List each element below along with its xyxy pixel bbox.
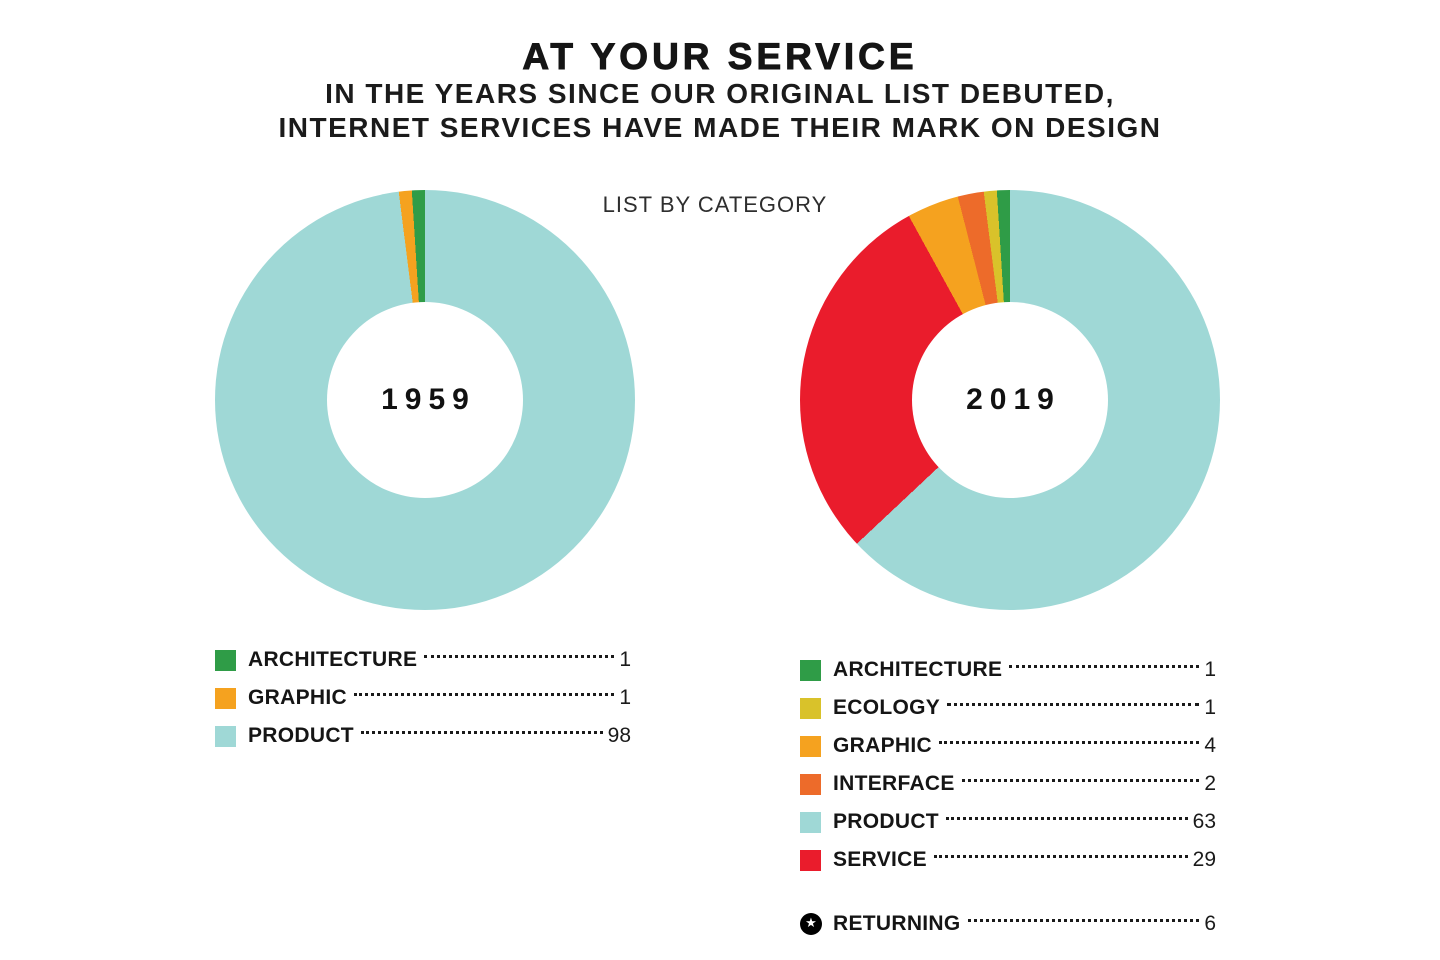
legend-row-product-1959: PRODUCT 98 bbox=[215, 717, 631, 755]
legend-value: 1 bbox=[619, 686, 631, 709]
legend-dots bbox=[360, 731, 603, 734]
donut-hole-2019: 2019 bbox=[912, 302, 1108, 498]
legend-value: 63 bbox=[1192, 810, 1216, 833]
legend-dots bbox=[933, 855, 1188, 858]
legend-2019: ARCHITECTURE 1 ECOLOGY 1 GRAPHIC 4 INTER… bbox=[800, 651, 1216, 943]
donut-chart-2019: 2019 bbox=[800, 190, 1220, 610]
legend-value: 29 bbox=[1192, 848, 1216, 871]
legend-label: ARCHITECTURE bbox=[248, 648, 418, 671]
legend-swatch-architecture bbox=[215, 649, 236, 671]
legend-label: PRODUCT bbox=[248, 724, 354, 747]
legend-value: 6 bbox=[1204, 912, 1216, 935]
legend-dots bbox=[938, 741, 1200, 744]
legend-row-interface-2019: INTERFACE 2 bbox=[800, 765, 1216, 803]
legend-dots bbox=[353, 693, 615, 696]
legend-value: 1 bbox=[1204, 658, 1216, 681]
legend-swatch-product bbox=[800, 811, 821, 833]
legend-row-service-2019: SERVICE 29 bbox=[800, 841, 1216, 879]
chart-year-label-2019: 2019 bbox=[966, 383, 1061, 416]
legend-swatch-graphic bbox=[215, 687, 236, 709]
legend-value: 1 bbox=[1204, 696, 1216, 719]
legend-label: INTERFACE bbox=[833, 772, 955, 795]
legend-label: GRAPHIC bbox=[833, 734, 932, 757]
legend-dots bbox=[1009, 665, 1200, 668]
legend-row-ecology-2019: ECOLOGY 1 bbox=[800, 689, 1216, 727]
legend-value: 4 bbox=[1204, 734, 1216, 757]
legend-value: 1 bbox=[619, 648, 631, 671]
legend-row-returning-2019: ★ RETURNING 6 bbox=[800, 905, 1216, 943]
legend-swatch-service bbox=[800, 849, 821, 871]
donut-hole-1959: 1959 bbox=[327, 302, 523, 498]
legend-1959: ARCHITECTURE 1 GRAPHIC 1 PRODUCT 98 bbox=[215, 641, 631, 755]
legend-label: SERVICE bbox=[833, 848, 927, 871]
legend-row-graphic-2019: GRAPHIC 4 bbox=[800, 727, 1216, 765]
legend-row-product-2019: PRODUCT 63 bbox=[800, 803, 1216, 841]
legend-row-architecture-2019: ARCHITECTURE 1 bbox=[800, 651, 1216, 689]
legend-swatch-ecology bbox=[800, 697, 821, 719]
legend-label: GRAPHIC bbox=[248, 686, 347, 709]
legend-swatch-architecture bbox=[800, 659, 821, 681]
legend-value: 2 bbox=[1204, 772, 1216, 795]
chart-year-label-1959: 1959 bbox=[381, 383, 476, 416]
page-subtitle-line2: INTERNET SERVICES HAVE MADE THEIR MARK O… bbox=[278, 112, 1162, 143]
legend-label: ECOLOGY bbox=[833, 696, 941, 719]
legend-swatch-graphic bbox=[800, 735, 821, 757]
chart-category-label: LIST BY CATEGORY bbox=[602, 192, 828, 217]
donut-chart-1959: 1959 bbox=[215, 190, 635, 610]
returning-star-icon: ★ bbox=[800, 913, 822, 935]
page-title: AT YOUR SERVICE bbox=[522, 36, 918, 78]
legend-dots bbox=[945, 817, 1188, 820]
legend-label: PRODUCT bbox=[833, 810, 939, 833]
legend-dots bbox=[961, 779, 1200, 782]
legend-label: RETURNING bbox=[833, 912, 961, 935]
legend-swatch-interface bbox=[800, 773, 821, 795]
legend-value: 98 bbox=[607, 724, 631, 747]
legend-row-architecture-1959: ARCHITECTURE 1 bbox=[215, 641, 631, 679]
legend-label: ARCHITECTURE bbox=[833, 658, 1003, 681]
legend-row-graphic-1959: GRAPHIC 1 bbox=[215, 679, 631, 717]
legend-dots bbox=[967, 919, 1200, 922]
page-subtitle-line1: IN THE YEARS SINCE OUR ORIGINAL LIST DEB… bbox=[325, 78, 1115, 109]
legend-swatch-product bbox=[215, 725, 236, 747]
legend-dots bbox=[947, 703, 1200, 706]
legend-dots bbox=[424, 655, 615, 658]
